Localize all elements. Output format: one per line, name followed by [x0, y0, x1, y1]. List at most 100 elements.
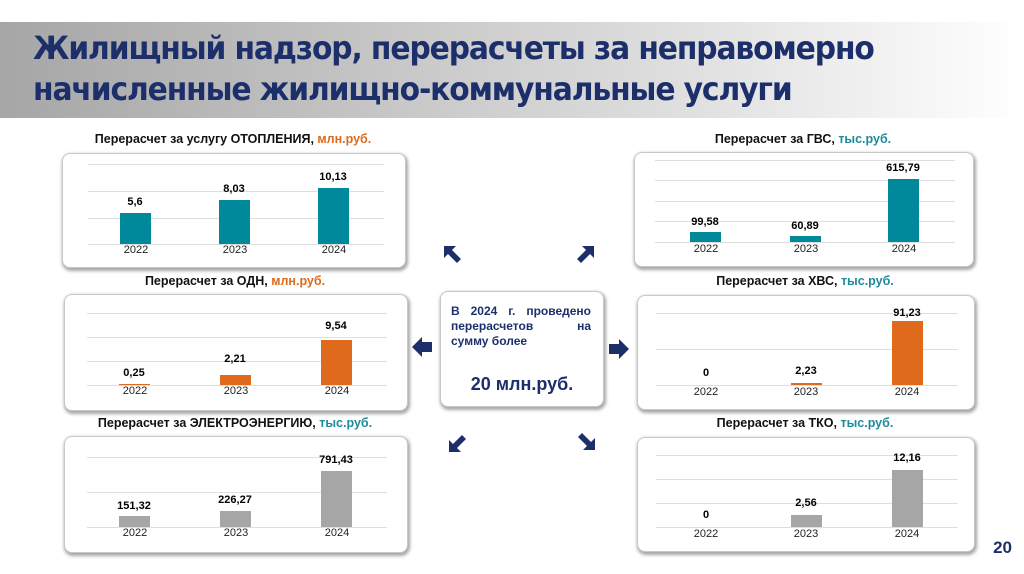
value-label: 0	[702, 509, 710, 521]
chart-title-text: Перерасчет за ГВС,	[714, 132, 839, 146]
chart-title-heating: Перерасчет за услугу ОТОПЛЕНИЯ, млн.руб.	[62, 132, 404, 146]
chart-title-cold-water: Перерасчет за ХВС, тыс.руб.	[636, 274, 974, 288]
value-label: 151,32	[117, 500, 151, 512]
category-label: 2024	[324, 385, 350, 397]
chart-panel-odn: 0,25 2,21 9,54 2022 2023 2024	[64, 294, 408, 411]
chart-unit: тыс.руб.	[840, 416, 894, 430]
chart-title-odn: Перерасчет за ОДН, млн.руб.	[64, 274, 406, 288]
arrow-up-right-icon	[577, 246, 594, 263]
bar-2023	[791, 515, 822, 527]
gridline	[87, 313, 387, 314]
chart-title-text: Перерасчет за услугу ОТОПЛЕНИЯ,	[94, 132, 318, 146]
bar-2024	[318, 188, 349, 244]
value-label: 615,79	[886, 162, 920, 174]
value-label: 0	[702, 367, 710, 379]
gridline	[88, 244, 384, 245]
category-label: 2024	[891, 243, 917, 255]
category-label: 2023	[793, 386, 819, 398]
chart-unit: тыс.руб.	[319, 416, 373, 430]
bar-2022	[690, 232, 721, 242]
bar-2023	[219, 200, 250, 244]
chart-title-hot-water: Перерасчет за ГВС, тыс.руб.	[634, 132, 972, 146]
category-label: 2022	[122, 385, 148, 397]
chart-title-text: Перерасчет за ОДН,	[144, 274, 272, 288]
value-label: 8,03	[223, 183, 245, 195]
value-label: 5,6	[127, 196, 143, 208]
arrow-down-left-icon	[449, 435, 466, 452]
slide-title-line2: начисленные жилищно-коммунальные услуги	[33, 70, 793, 108]
gridline	[655, 160, 955, 161]
bar-2024	[892, 470, 923, 527]
value-label: 91,23	[893, 307, 921, 319]
category-label: 2022	[123, 244, 149, 256]
arrow-right-icon	[609, 339, 629, 359]
chart-panel-solid-waste: 0 2,56 12,16 2022 2023 2024	[637, 437, 975, 552]
gridline	[87, 457, 387, 458]
category-label: 2024	[321, 244, 347, 256]
category-label: 2022	[122, 527, 148, 539]
chart-panel-heating: 5,6 8,03 10,13 2022 2023 2024	[62, 153, 406, 268]
gridline	[656, 313, 958, 314]
value-label: 2,21	[224, 353, 246, 365]
category-label: 2024	[894, 528, 920, 540]
bar-2022	[119, 384, 150, 385]
summary-box: В 2024 г. проведено перерасчетов на сумм…	[440, 291, 604, 407]
gridline	[656, 503, 958, 504]
category-label: 2022	[693, 386, 719, 398]
category-label: 2022	[693, 243, 719, 255]
plot-area: 0 2,56 12,16	[656, 452, 958, 528]
value-label: 10,13	[319, 171, 347, 183]
bar-2023	[220, 375, 251, 385]
gridline	[88, 191, 384, 192]
chart-title-text: Перерасчет за ЭЛЕКТРОЭНЕРГИЮ,	[97, 416, 320, 430]
chart-title-electricity: Перерасчет за ЭЛЕКТРОЭНЕРГИЮ, тыс.руб.	[64, 416, 406, 430]
chart-unit: тыс.руб.	[838, 132, 892, 146]
gridline	[87, 492, 387, 493]
value-label: 99,58	[691, 216, 719, 228]
chart-unit: тыс.руб.	[840, 274, 894, 288]
slide-title: Жилищный надзор, перерасчеты за неправом…	[33, 28, 926, 110]
chart-title-text: Перерасчет за ХВС,	[716, 274, 841, 288]
gridline	[655, 242, 955, 243]
chart-title-text: Перерасчет за ТКО,	[716, 416, 841, 430]
chart-panel-hot-water: 99,58 60,89 615,79 2022 2023 2024	[634, 152, 974, 267]
plot-area: 5,6 8,03 10,13	[88, 164, 384, 245]
value-label: 226,27	[218, 494, 252, 506]
gridline	[656, 479, 958, 480]
bar-2022	[120, 213, 151, 244]
gridline	[87, 361, 387, 362]
value-label: 2,56	[795, 497, 817, 509]
category-label: 2023	[793, 528, 819, 540]
gridline	[87, 337, 387, 338]
gridline	[656, 527, 958, 528]
chart-panel-electricity: 151,32 226,27 791,43 2022 2023 2024	[64, 436, 408, 553]
gridline	[87, 527, 387, 528]
bar-2022	[119, 516, 150, 527]
page-number: 20	[993, 538, 1012, 557]
bar-2023	[220, 511, 251, 527]
gridline	[88, 164, 384, 165]
category-label: 2023	[223, 527, 249, 539]
plot-area: 0,25 2,21 9,54	[87, 313, 387, 386]
gridline	[655, 201, 955, 202]
bar-2024	[888, 179, 919, 242]
bar-2024	[321, 471, 352, 527]
category-label: 2023	[793, 243, 819, 255]
gridline	[656, 385, 958, 386]
slide-title-line1: Жилищный надзор, перерасчеты за неправом…	[33, 29, 875, 67]
category-label: 2022	[693, 528, 719, 540]
chart-title-solid-waste: Перерасчет за ТКО, тыс.руб.	[636, 416, 974, 430]
plot-area: 99,58 60,89 615,79	[655, 160, 955, 243]
chart-panel-cold-water: 0 2,23 91,23 2022 2023 2024	[637, 295, 975, 410]
gridline	[656, 455, 958, 456]
chart-unit: млн.руб.	[271, 274, 326, 288]
gridline	[655, 221, 955, 222]
value-label: 60,89	[791, 220, 819, 232]
plot-area: 151,32 226,27 791,43	[87, 454, 387, 528]
bar-2024	[321, 340, 352, 385]
summary-text: В 2024 г. проведено перерасчетов на сумм…	[451, 304, 591, 348]
value-label: 12,16	[893, 452, 921, 464]
gridline	[656, 349, 958, 350]
bar-2024	[892, 321, 923, 385]
arrow-up-left-icon	[444, 246, 461, 263]
